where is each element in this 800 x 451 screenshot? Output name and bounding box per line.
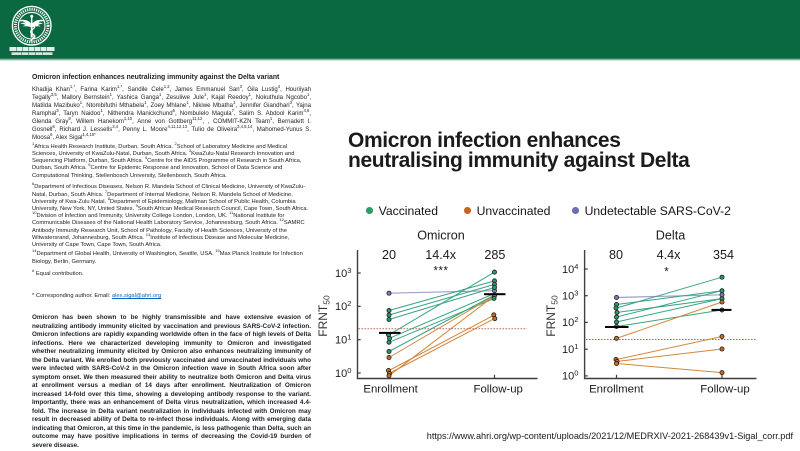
svg-text:20: 20: [382, 248, 396, 262]
svg-text:103: 103: [562, 289, 578, 303]
svg-text:4.4x: 4.4x: [657, 248, 682, 262]
svg-text:Enrollment: Enrollment: [363, 384, 418, 396]
svg-text:101: 101: [562, 342, 578, 356]
svg-text:Follow-up: Follow-up: [474, 384, 523, 396]
svg-text:*: *: [664, 267, 669, 279]
svg-text:100: 100: [562, 369, 578, 383]
svg-text:Follow-up: Follow-up: [700, 384, 749, 396]
svg-text:102: 102: [562, 315, 578, 329]
svg-text:Enrollment: Enrollment: [589, 384, 644, 396]
svg-text:80: 80: [609, 248, 623, 262]
svg-text:***: ***: [434, 266, 449, 278]
svg-text:FRNT50: FRNT50: [544, 295, 560, 337]
svg-text:101: 101: [335, 333, 351, 347]
svg-text:100: 100: [335, 366, 351, 380]
svg-text:354: 354: [713, 248, 734, 262]
svg-text:Omicron: Omicron: [417, 229, 465, 243]
svg-text:285: 285: [484, 248, 505, 262]
svg-text:104: 104: [562, 262, 578, 276]
svg-text:FRNT50: FRNT50: [316, 295, 332, 337]
svg-text:14.4x: 14.4x: [425, 248, 457, 262]
svg-text:103: 103: [335, 266, 351, 280]
svg-text:Delta: Delta: [656, 229, 685, 243]
svg-text:102: 102: [335, 299, 351, 313]
